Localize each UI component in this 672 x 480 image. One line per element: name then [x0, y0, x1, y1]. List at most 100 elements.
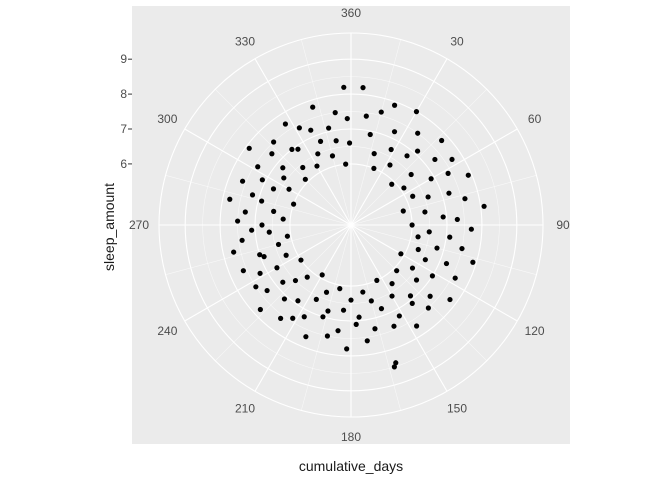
- data-point: [315, 151, 321, 157]
- data-point: [324, 333, 331, 339]
- data-point: [372, 326, 378, 332]
- data-point: [259, 222, 265, 228]
- minor-spoke: [301, 39, 352, 226]
- x-tick-label: 330: [235, 34, 255, 48]
- data-point: [445, 170, 451, 176]
- data-point: [391, 129, 398, 135]
- data-point: [319, 272, 325, 278]
- data-point: [449, 156, 455, 163]
- data-point: [378, 306, 385, 312]
- data-point: [314, 163, 320, 169]
- data-point: [363, 113, 369, 119]
- data-point: [398, 251, 404, 257]
- data-point: [280, 279, 286, 285]
- data-point: [389, 293, 395, 299]
- data-point: [360, 289, 366, 295]
- data-point: [281, 175, 287, 181]
- data-point: [440, 214, 446, 220]
- data-point: [323, 289, 330, 295]
- data-point: [298, 257, 304, 263]
- major-spoke: [350, 224, 518, 322]
- data-point: [413, 277, 420, 283]
- data-point: [289, 146, 295, 152]
- data-points: [227, 84, 487, 370]
- major-spoke: [350, 128, 518, 226]
- data-point: [409, 265, 416, 271]
- data-point: [459, 245, 465, 252]
- data-point: [280, 165, 286, 171]
- y-axis-title: sleep_amount: [101, 183, 117, 271]
- data-point: [427, 293, 433, 299]
- data-point: [391, 364, 397, 370]
- data-point: [391, 323, 397, 329]
- data-point: [340, 307, 347, 313]
- data-point: [259, 198, 265, 204]
- data-point: [239, 178, 246, 184]
- data-point: [401, 185, 407, 191]
- data-point: [428, 176, 434, 182]
- data-point: [326, 125, 332, 131]
- data-point: [371, 151, 377, 157]
- x-tick-label: 360: [341, 6, 361, 20]
- major-spoke: [184, 128, 352, 226]
- data-point: [253, 284, 259, 290]
- data-point: [333, 138, 339, 144]
- data-point: [422, 257, 428, 263]
- data-point: [300, 164, 306, 171]
- data-point: [290, 315, 296, 321]
- data-point: [389, 181, 395, 187]
- data-point: [283, 252, 289, 258]
- data-point: [426, 229, 432, 235]
- data-point: [264, 287, 270, 294]
- data-point: [447, 234, 453, 240]
- data-point: [278, 315, 284, 321]
- data-point: [394, 268, 400, 274]
- data-point: [434, 245, 440, 251]
- data-point: [346, 140, 353, 146]
- minor-spoke: [215, 89, 352, 226]
- data-point: [367, 131, 373, 138]
- y-tick-label: 8: [120, 87, 127, 101]
- data-point: [335, 328, 341, 334]
- x-tick-labels: 30 60 90 120 150 180 210 240 270 300 330 360: [129, 6, 570, 444]
- x-tick-label: 180: [341, 430, 361, 444]
- data-point: [325, 308, 331, 314]
- data-point: [439, 137, 445, 144]
- data-point: [239, 237, 245, 243]
- x-tick-label: 270: [129, 218, 149, 232]
- data-point: [446, 190, 452, 196]
- data-point: [414, 148, 421, 154]
- data-point: [271, 208, 277, 214]
- major-spoke: [350, 224, 448, 392]
- x-tick-label: 90: [556, 218, 570, 232]
- minor-spoke: [350, 39, 401, 226]
- data-point: [408, 171, 414, 178]
- data-point: [353, 321, 359, 327]
- minor-spoke: [165, 224, 352, 275]
- x-tick-label: 240: [157, 324, 177, 338]
- data-point: [266, 229, 272, 235]
- data-point: [271, 139, 277, 145]
- data-point: [425, 305, 431, 311]
- data-point: [282, 121, 289, 127]
- data-point: [429, 273, 436, 279]
- data-point: [295, 146, 301, 152]
- data-point: [344, 346, 350, 352]
- data-point: [415, 130, 421, 136]
- data-point: [295, 298, 301, 304]
- data-point: [348, 297, 354, 303]
- data-point: [388, 146, 394, 153]
- data-point: [374, 277, 380, 283]
- data-point: [284, 233, 290, 239]
- y-tick-label: 7: [120, 122, 127, 136]
- minor-spoke: [350, 89, 487, 226]
- minor-spoke: [350, 224, 537, 275]
- data-point: [409, 222, 415, 228]
- major-spoke: [350, 58, 448, 226]
- data-point: [257, 252, 263, 258]
- data-point: [454, 216, 460, 223]
- x-axis-title: cumulative_days: [299, 458, 403, 474]
- minor-spoke: [165, 175, 352, 226]
- data-point: [443, 260, 450, 267]
- major-spoke: [184, 224, 352, 322]
